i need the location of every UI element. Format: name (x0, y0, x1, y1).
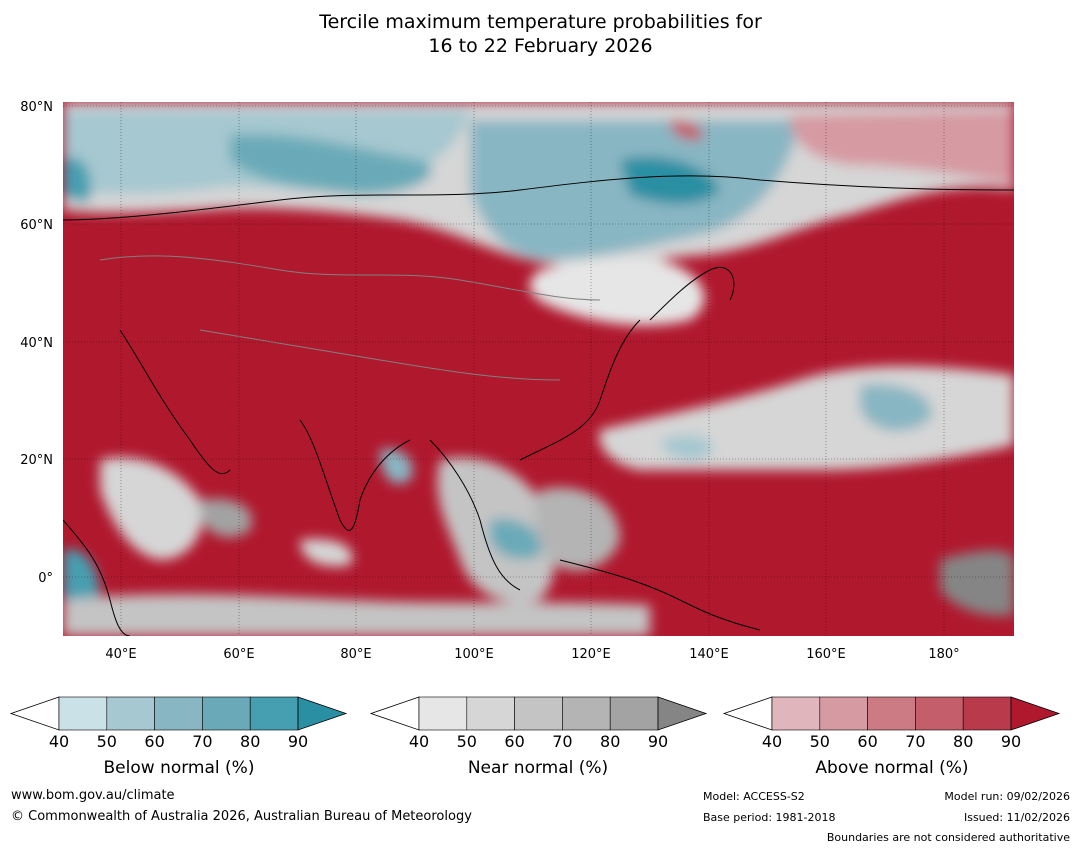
lon-tick-120: 120°E (571, 647, 611, 662)
website-link[interactable]: www.bom.gov.au/climate (11, 788, 175, 803)
near-normal-high-arrow (657, 696, 708, 731)
near-normal-tick-label: 40 (409, 732, 429, 751)
lon-tick-180: 180° (928, 647, 959, 662)
near-normal-low-arrow (369, 696, 420, 731)
near-normal-swatch (466, 696, 515, 731)
below-normal-colorbar: 40 50 60 70 80 90 (9, 696, 348, 751)
above-normal-low-arrow (722, 696, 773, 731)
base-period-text: Base period: 1981-2018 (703, 811, 836, 824)
below-normal-low-arrow (9, 696, 60, 731)
near-normal-label: Near normal (%) (467, 758, 609, 778)
model-text: Model: ACCESS-S2 (703, 790, 805, 803)
below-normal-tick-label: 60 (144, 732, 164, 751)
near-normal-tick-label: 80 (600, 732, 620, 751)
below-normal-tick-label: 40 (49, 732, 69, 751)
title-line-1: Tercile maximum temperature probabilitie… (319, 11, 762, 33)
below-normal-tick-label: 80 (240, 732, 260, 751)
above-normal-swatch (915, 696, 964, 731)
above-normal-colorbar: 40 50 60 70 80 90 (722, 696, 1061, 751)
title-line-2: 16 to 22 February 2026 (428, 35, 653, 57)
near-normal-tick-label: 70 (552, 732, 572, 751)
above-normal-tick-label: 70 (905, 732, 925, 751)
above-normal-swatch (962, 696, 1012, 731)
above-normal-tick-label: 50 (810, 732, 830, 751)
disclaimer-text: Boundaries are not considered authoritat… (826, 831, 1070, 844)
near-normal-tick-label: 60 (504, 732, 524, 751)
copyright-text: © Commonwealth of Australia 2026, Austra… (11, 809, 472, 824)
field-shapes (63, 102, 1014, 636)
lon-tick-140: 140°E (689, 647, 729, 662)
above-normal-tick-label: 40 (762, 732, 782, 751)
lon-tick-100: 100°E (454, 647, 494, 662)
above-normal-tick-label: 90 (1001, 732, 1021, 751)
near-normal-swatch (514, 696, 563, 731)
below-normal-swatch (249, 696, 299, 731)
borders (99, 255, 601, 381)
near-normal-swatch (418, 696, 468, 731)
below-normal-swatch (58, 696, 108, 731)
lon-axis: 40°E 60°E 80°E 100°E 120°E 140°E 160°E 1… (105, 647, 959, 662)
lon-tick-160: 160°E (806, 647, 846, 662)
coastlines (63, 175, 1014, 636)
lat-tick-0: 0° (38, 571, 53, 586)
below-normal-tick-label: 50 (97, 732, 117, 751)
near-normal-colorbar: 40 50 60 70 80 90 (369, 696, 708, 751)
lat-axis: 80°N 60°N 40°N 20°N 0° (20, 100, 53, 586)
below-normal-tick-label: 90 (288, 732, 308, 751)
map-field (63, 102, 1014, 636)
below-normal-swatch (202, 696, 251, 731)
lat-tick-80: 80°N (20, 100, 53, 115)
near-normal-swatch (609, 696, 659, 731)
map-title: Tercile maximum temperature probabilitie… (0, 10, 1081, 58)
above-normal-swatch (867, 696, 916, 731)
above-normal-high-arrow (1010, 696, 1061, 731)
model-run-text: Model run: 09/02/2026 (944, 790, 1070, 803)
lon-tick-40: 40°E (105, 647, 136, 662)
colorbars: 40 50 60 70 80 90 40 50 60 70 80 90 40 50 60 70 80 90 (9, 696, 1061, 751)
near-normal-tick-label: 50 (457, 732, 477, 751)
above-normal-swatch (819, 696, 868, 731)
below-normal-swatch (154, 696, 203, 731)
near-normal-tick-label: 90 (648, 732, 668, 751)
lat-tick-60: 60°N (20, 218, 53, 233)
lat-tick-40: 40°N (20, 336, 53, 351)
below-normal-swatch (106, 696, 155, 731)
above-normal-tick-label: 60 (857, 732, 877, 751)
below-normal-high-arrow (297, 696, 348, 731)
below-normal-label: Below normal (%) (103, 758, 255, 778)
lat-tick-20: 20°N (20, 453, 53, 468)
lon-tick-80: 80°E (340, 647, 371, 662)
lon-tick-60: 60°E (223, 647, 254, 662)
below-normal-tick-label: 70 (192, 732, 212, 751)
above-normal-swatch (771, 696, 821, 731)
issued-text: Issued: 11/02/2026 (963, 811, 1070, 824)
above-normal-tick-label: 80 (953, 732, 973, 751)
above-normal-label: Above normal (%) (815, 758, 969, 778)
gridlines (63, 102, 1014, 636)
near-normal-swatch (562, 696, 611, 731)
